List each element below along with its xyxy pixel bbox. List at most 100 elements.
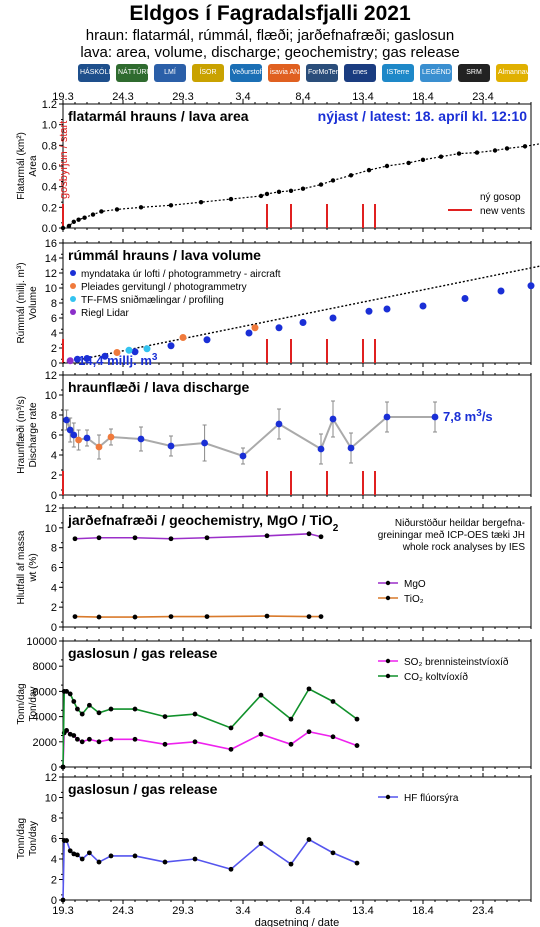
y-tick-label-gas2: 12 (45, 772, 57, 784)
logo-2: LMÍ (154, 64, 186, 82)
legend-marker-geochem (385, 595, 391, 601)
start-label: gosbyrjun / start (58, 121, 70, 199)
data-point-discharge (167, 442, 175, 450)
data-point-CO2 (79, 711, 85, 717)
data-point-area (228, 196, 234, 202)
data-point-discharge (75, 436, 82, 444)
y-tick-label-gas2: 8 (51, 813, 57, 825)
data-point-HF (67, 848, 73, 854)
data-point-CO2 (132, 706, 138, 712)
data-point-TiO2 (318, 614, 324, 619)
data-point-discharge (347, 444, 355, 452)
data-point-area (318, 182, 324, 187)
data-point-TiO2 (72, 614, 78, 619)
y-tick-label-gas2: 2 (51, 875, 57, 887)
x-tick-label-top: 18.4 (412, 91, 433, 103)
vent-legend-label-en: new vents (480, 206, 525, 217)
data-point-area (264, 191, 270, 197)
data-point-discharge (107, 433, 115, 441)
data-point-CO2 (228, 725, 234, 731)
data-point-HF (258, 841, 264, 847)
panel-gas1: 0 2000 4000 6000 8000 10000 Tonn/dag Ton/day gas… (16, 636, 532, 774)
data-point-area (288, 188, 294, 193)
y-axis-label-gas2: Ton/day (28, 821, 39, 856)
series-line-SO2 (62, 729, 358, 768)
data-point-discharge (383, 413, 391, 421)
y-tick-label-area: 1.2 (42, 99, 57, 111)
y-tick-label-area: 0.4 (42, 182, 57, 194)
legend-marker-geochem (385, 580, 391, 586)
data-point-area (76, 217, 81, 222)
legend-marker-gas1 (385, 673, 391, 679)
data-point-aircraft (419, 302, 427, 310)
data-point-area (504, 146, 510, 151)
x-tick-label-top: 23.4 (472, 91, 493, 103)
x-tick-label-bottom: 19.3 (52, 905, 73, 917)
value-label-discharge: 7,8 m3/s (443, 408, 493, 425)
y-tick-label-gas1: 6000 (33, 686, 57, 698)
data-point-area (114, 207, 120, 212)
legend-label-volume: Pleiades gervitungl / photogrammetry (81, 282, 247, 293)
y-tick-label-geochem: 0 (51, 622, 57, 634)
y-axis-label-discharge: Discharge rate (28, 402, 39, 467)
data-point-HF (64, 838, 69, 843)
panel-title-area: flatarmál hrauns / lava area (68, 108, 249, 124)
data-point-TiO2 (204, 614, 210, 619)
data-point-HF (96, 859, 102, 865)
y-tick-label-gas2: 10 (45, 793, 57, 805)
x-tick-label-bottom: 13.4 (352, 905, 373, 917)
data-point-SO2 (108, 736, 114, 742)
data-point-CO2 (162, 714, 168, 719)
data-point-SO2 (162, 741, 168, 747)
y-tick-label-gas1: 10000 (26, 636, 57, 648)
data-point-discharge (83, 434, 91, 442)
data-point-HF (87, 850, 92, 856)
logo-1: NÁTTÚRUFRÆÐISTOFNUN (116, 64, 148, 82)
page-title: Eldgos í Fagradalsfjalli 2021 (129, 2, 411, 25)
data-point-discharge (431, 413, 439, 421)
data-point-pleiades (113, 349, 121, 356)
logo-strip: HÁSKÓLI ÍSLANDS NÁTTÚRUFRÆÐISTOFNUN LMÍ ÍSO… (78, 62, 528, 84)
data-point-aircraft (365, 307, 373, 315)
y-tick-label-volume: 6 (51, 313, 57, 325)
y-tick-label-gas1: 4000 (33, 712, 57, 724)
x-tick-label-top: 29.3 (172, 91, 193, 103)
data-point-SO2 (330, 734, 336, 740)
data-point-CO2 (330, 699, 336, 704)
data-point-SO2 (258, 731, 264, 737)
data-point-TiO2 (264, 613, 270, 619)
data-point-HF (192, 856, 198, 862)
data-point-aircraft (329, 314, 337, 322)
y-tick-label-volume: 16 (45, 238, 57, 250)
page-subtitle-is: hraun: flatarmál, rúmmál, flæði; jarðefn… (85, 27, 455, 44)
y-tick-label-geochem: 8 (51, 543, 57, 555)
y-axis-label-geochem: Hlutfall af massa (16, 530, 27, 604)
x-tick-label-bottom: 29.3 (172, 905, 193, 917)
y-axis-label-gas1: Ton/day (28, 686, 39, 721)
panel-title-discharge: hraunflæði / lava discharge (68, 379, 249, 395)
y-tick-label-volume: 10 (45, 283, 57, 295)
series-line-area (62, 143, 540, 229)
data-point-MgO (264, 533, 270, 539)
data-point-aircraft (167, 342, 175, 350)
legend-swatch-volume (70, 309, 76, 315)
y-axis-label-area: Area (28, 155, 39, 177)
data-point-HF (330, 850, 336, 856)
data-point-MgO (132, 535, 138, 541)
data-point-MgO (204, 535, 210, 541)
data-point-aircraft (497, 287, 505, 295)
y-axis-label-geochem: wt (%) (28, 553, 39, 582)
data-point-MgO (318, 534, 324, 540)
data-point-CO2 (64, 689, 69, 694)
data-point-aircraft (275, 324, 283, 332)
data-point-SO2 (71, 733, 77, 738)
legend-marker-gas1 (385, 658, 391, 664)
data-point-area (366, 167, 372, 173)
data-point-discharge (317, 445, 325, 453)
legend-swatch-volume (70, 283, 76, 289)
y-tick-label-volume: 2 (51, 343, 57, 355)
data-point-SO2 (228, 746, 234, 752)
data-point-aircraft (83, 355, 91, 362)
legend-swatch-volume (70, 270, 76, 276)
